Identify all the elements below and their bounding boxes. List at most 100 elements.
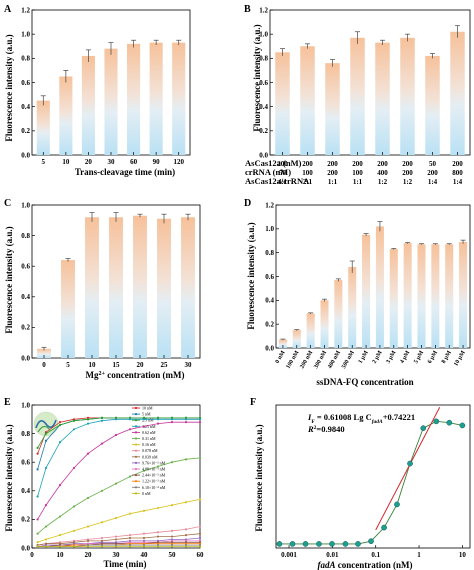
panel-f-xtick-label: 1	[417, 551, 421, 559]
panel-a-ytick-label: 0.6	[21, 79, 30, 87]
panel-d-bar	[375, 226, 384, 348]
panel-e-legend-label: 9.76×10⁻³ nM	[142, 460, 166, 465]
panel-b-table-cell: 100	[302, 169, 313, 177]
panel-e-point	[58, 441, 62, 444]
panel-e-point	[58, 534, 62, 537]
panel-b-row-label-2: AsCas12a/crRNA	[245, 176, 310, 186]
panel-e-point	[128, 428, 132, 431]
panel-b-frame	[269, 9, 471, 156]
panel-e-point	[128, 536, 132, 540]
panel-d-ytick-label: 0.0	[265, 344, 274, 352]
panel-e-point	[128, 475, 132, 478]
panel-e-xtick-label: 50	[169, 551, 177, 559]
panel-e-point	[36, 518, 39, 521]
panel-f-point	[316, 541, 322, 547]
panel-c-xlabel-sup: 2+	[99, 371, 106, 377]
panel-b-row-label-0: AsCas12a (nM)	[245, 158, 302, 168]
panel-e-point	[198, 421, 202, 424]
panel-f-point	[446, 419, 453, 426]
panel-e-point	[72, 529, 76, 532]
panel-c-xlabel: Mg2+ concentration (mM)	[86, 370, 185, 380]
panel-e-legend-label: 0.62 nM	[142, 430, 156, 435]
panel-b-ytick-label: 1.2	[259, 6, 268, 14]
panel-e-point	[86, 525, 90, 528]
panel-e-xlabel: Time (min)	[103, 559, 146, 569]
panel-b-ytick-label: 0.2	[259, 127, 268, 135]
panel-f-eq-sub2: fadA	[372, 419, 383, 425]
panel-e-point	[156, 545, 160, 548]
panel-c-bar	[109, 217, 123, 358]
panel-b-ytick-label: 1.0	[259, 30, 268, 38]
panel-f-point	[342, 541, 349, 547]
panel-c-ytick-label: 0.4	[21, 293, 30, 301]
panel-a-xlabel: Trans-cleavage time (min)	[75, 167, 175, 177]
panel-b-ytick-label: 0.8	[259, 55, 268, 63]
panel-label-e: E	[4, 397, 11, 408]
panel-d-bar	[445, 244, 454, 348]
panel-b-ytick-label: 0.4	[259, 103, 268, 111]
panel-f-point	[368, 538, 374, 545]
panel-b-table-cell: 4:1	[278, 178, 288, 186]
panel-c-xlabel-main: Mg	[86, 370, 99, 380]
panel-e-ytick-label: 0.4	[21, 487, 30, 495]
panel-e-legend-label: 5 nM	[142, 412, 151, 417]
panel-e-point	[198, 532, 202, 535]
panel-f-xtick-label: 0.1	[371, 551, 380, 559]
panel-b-bar	[450, 31, 465, 155]
panel-f-xtick-label: 0.01	[326, 551, 339, 559]
panel-e-point	[36, 495, 39, 498]
panel-b-table-cell: 200	[327, 169, 338, 177]
panel-e-point	[86, 422, 90, 425]
panel-e-legend-label: 0.16 nM	[142, 442, 156, 447]
panel-d-bar	[292, 330, 301, 348]
panel-c-xtick-label: 30	[185, 361, 193, 369]
panel-b-table-cell: 1:1	[328, 178, 338, 186]
panel-e-point	[58, 545, 62, 548]
panel-f-point	[381, 524, 387, 531]
panel-b-ytick-label: 0.0	[259, 151, 268, 159]
panel-e-point	[86, 496, 90, 500]
panel-e-ytick-label: 0.2	[21, 516, 30, 524]
panel-e-point	[114, 482, 118, 485]
panel-e-point	[86, 452, 90, 455]
panel-e-point	[170, 535, 174, 538]
illustration-strand-2	[37, 425, 51, 433]
panel-e-point	[86, 418, 90, 421]
panel-e-point	[170, 418, 174, 421]
panel-e-point	[142, 545, 146, 548]
panel-e-point	[114, 538, 118, 541]
panel-f-eq-end: +0.74221	[383, 412, 415, 422]
panel-e-series-line	[37, 417, 200, 454]
panel-e-point	[72, 505, 76, 508]
panel-e-legend-marker	[134, 437, 138, 440]
panel-e-legend-marker	[134, 492, 138, 495]
panel-f-xlabel: fadA concentration (nM)	[318, 560, 413, 570]
panel-d-bar	[431, 244, 440, 348]
panel-e-point	[128, 512, 132, 515]
panel-e-point	[58, 423, 62, 427]
panel-f-point	[394, 501, 400, 508]
panel-f-trend-line	[279, 420, 463, 545]
panel-e-legend-marker	[134, 455, 138, 458]
panel-f-point	[276, 541, 283, 547]
panel-e-point	[198, 418, 202, 421]
panel-f-eq-mid: = 0.61008 Lg C	[315, 412, 372, 422]
panel-e-point	[114, 433, 118, 437]
panel-b-table-cell: 200	[427, 169, 438, 177]
panel-b-ylabel: Fluorescence intensity (a.u.)	[252, 24, 262, 131]
panel-f-ylabel: Fluorescence intensity (a.u.)	[254, 424, 264, 531]
panel-e-point	[170, 504, 174, 507]
panel-b-ytick-label: 0.6	[259, 79, 268, 87]
panel-e-point	[100, 536, 104, 540]
panel-d-bar	[306, 313, 315, 348]
panel-e-xtick-label: 60	[197, 551, 205, 559]
panel-e-point	[36, 468, 39, 471]
illustration-strand	[35, 419, 57, 429]
panel-d-xtick-label: 5 μM	[413, 350, 425, 365]
panel-c-ytick-label: 0.6	[21, 263, 30, 271]
panel-d-xtick-label: 500 nM	[341, 350, 356, 370]
panel-e-point	[184, 418, 188, 421]
panel-e-legend-marker	[134, 461, 138, 464]
panel-c-xtick-label: 20	[137, 361, 145, 369]
panel-f-equation: IF = 0.61008 Lg CfadA+0.74221	[307, 412, 415, 425]
